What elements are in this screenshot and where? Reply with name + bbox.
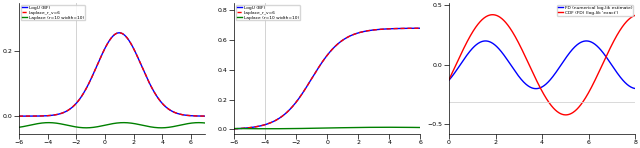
Line: CDF (FD) (log-lik 'exact'): CDF (FD) (log-lik 'exact') [449, 15, 636, 115]
Laplace_r_v=6 [99, 51, 107, 53]
FD (numerical log-lik estimate) [481, 40, 489, 42]
Legend: LogU (BF), Laplace_r_v=6, Laplace (r=10 width=10): LogU (BF), Laplace_r_v=6, Laplace (r=10 … [21, 5, 84, 20]
CDF (FD) (log-lik 'exact') [445, 79, 453, 81]
LogU (BF) [278, 116, 285, 117]
LogU (BF) [371, 29, 378, 31]
CDF (FD) (log-lik 'exact') [493, 15, 501, 17]
LogU (BF) [15, 115, 23, 117]
LogU (BF) [63, 110, 70, 112]
LogU (BF) [314, 67, 322, 69]
Line: Laplace (r=10 width=10): Laplace (r=10 width=10) [19, 123, 205, 128]
Laplace_r_v=6 [63, 110, 70, 112]
Line: LogU (BF): LogU (BF) [19, 33, 205, 116]
Laplace (r=10 width=10) [195, 122, 202, 124]
Laplace_r_v=6 [15, 115, 23, 117]
Laplace (r=10 width=10) [262, 128, 270, 130]
Laplace (r=10 width=10) [264, 128, 271, 130]
FD (numerical log-lik estimate) [445, 79, 453, 81]
Laplace (r=10 width=10) [340, 127, 348, 129]
Line: Laplace (r=10 width=10): Laplace (r=10 width=10) [234, 127, 420, 129]
Line: Laplace_r_v=6: Laplace_r_v=6 [19, 33, 205, 116]
CDF (FD) (log-lik 'exact') [530, 73, 538, 75]
Laplace_r_v=6 [371, 29, 378, 31]
Laplace (r=10 width=10) [156, 127, 163, 129]
Line: LogU (BF): LogU (BF) [234, 28, 420, 129]
Line: Laplace_r_v=6: Laplace_r_v=6 [234, 28, 420, 129]
Laplace_r_v=6 [340, 39, 348, 40]
LogU (BF) [355, 32, 362, 34]
FD (numerical log-lik estimate) [493, 46, 501, 48]
LogU (BF) [156, 99, 163, 101]
LogU (BF) [125, 40, 133, 41]
Laplace (r=10 width=10) [83, 127, 90, 129]
LogU (BF) [417, 27, 424, 29]
CDF (FD) (log-lik 'exact') [562, 114, 570, 116]
Legend: LogU (BF), Laplace_r_v=6, Laplace (r=10 width=10): LogU (BF), Laplace_r_v=6, Laplace (r=10 … [236, 5, 300, 20]
Laplace (r=10 width=10) [230, 128, 238, 129]
Laplace (r=10 width=10) [48, 122, 56, 124]
Laplace_r_v=6 [202, 115, 209, 117]
Laplace (r=10 width=10) [278, 128, 286, 130]
Laplace (r=10 width=10) [315, 127, 323, 129]
Legend: FD (numerical log-lik estimate), CDF (FD) (log-lik 'exact'): FD (numerical log-lik estimate), CDF (FD… [557, 5, 633, 16]
Laplace (r=10 width=10) [15, 126, 23, 128]
FD (numerical log-lik estimate) [478, 41, 486, 42]
Laplace (r=10 width=10) [140, 125, 147, 126]
CDF (FD) (log-lik 'exact') [478, 19, 486, 21]
Laplace (r=10 width=10) [385, 126, 392, 128]
CDF (FD) (log-lik 'exact') [632, 14, 639, 16]
Laplace (r=10 width=10) [371, 126, 378, 128]
FD (numerical log-lik estimate) [530, 87, 538, 89]
Laplace_r_v=6 [417, 27, 424, 29]
LogU (BF) [230, 128, 238, 130]
Laplace_r_v=6 [263, 123, 271, 125]
Laplace (r=10 width=10) [202, 122, 209, 124]
CDF (FD) (log-lik 'exact') [556, 112, 563, 114]
FD (numerical log-lik estimate) [632, 88, 639, 89]
Laplace_r_v=6 [140, 70, 147, 71]
Laplace_r_v=6 [230, 128, 238, 130]
Laplace (r=10 width=10) [417, 127, 424, 128]
LogU (BF) [202, 115, 209, 117]
Laplace (r=10 width=10) [355, 127, 362, 128]
LogU (BF) [48, 114, 56, 116]
CDF (FD) (log-lik 'exact') [489, 14, 497, 16]
LogU (BF) [340, 39, 348, 40]
Laplace (r=10 width=10) [100, 125, 108, 126]
FD (numerical log-lik estimate) [570, 47, 578, 49]
LogU (BF) [263, 123, 271, 125]
FD (numerical log-lik estimate) [556, 66, 563, 68]
Laplace_r_v=6 [314, 67, 322, 69]
Laplace_r_v=6 [355, 32, 362, 34]
Laplace_r_v=6 [278, 116, 285, 117]
Laplace_r_v=6 [125, 40, 133, 41]
LogU (BF) [116, 32, 124, 34]
LogU (BF) [99, 51, 107, 53]
FD (numerical log-lik estimate) [532, 88, 540, 90]
FD (numerical log-lik estimate) [586, 41, 594, 42]
LogU (BF) [140, 70, 147, 71]
Line: FD (numerical log-lik estimate): FD (numerical log-lik estimate) [449, 41, 636, 89]
Laplace (r=10 width=10) [125, 122, 133, 124]
Laplace_r_v=6 [156, 99, 163, 101]
Laplace_r_v=6 [116, 32, 124, 34]
CDF (FD) (log-lik 'exact') [586, 89, 594, 91]
Laplace (r=10 width=10) [63, 124, 70, 126]
Laplace_r_v=6 [48, 114, 56, 116]
CDF (FD) (log-lik 'exact') [570, 111, 578, 113]
